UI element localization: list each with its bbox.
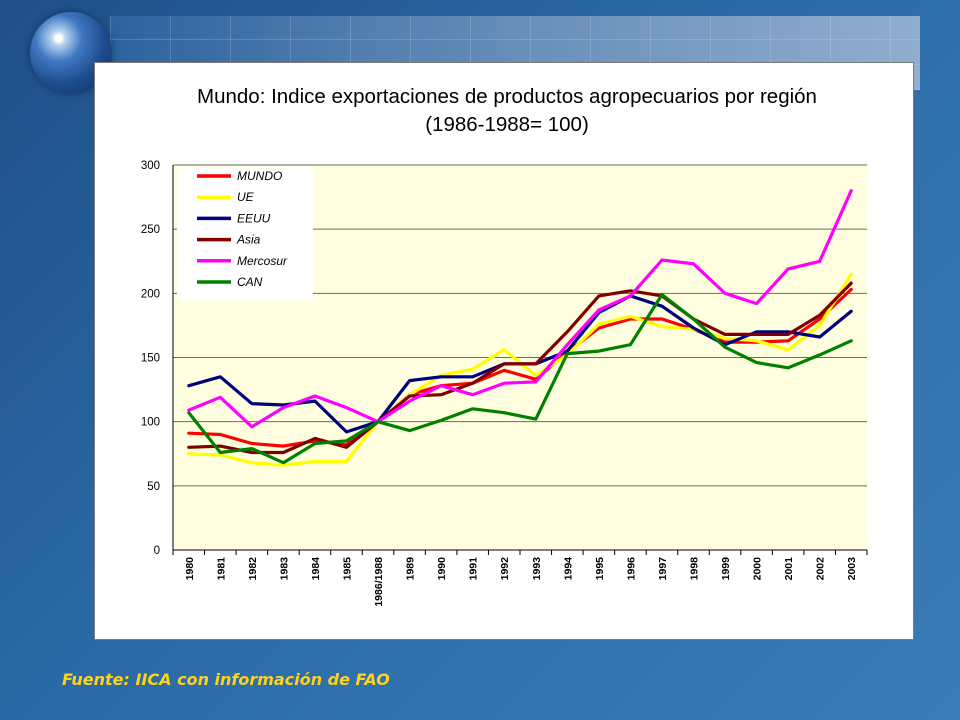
x-tick-label: 1999 (720, 557, 732, 581)
x-tick-label: 1985 (342, 557, 354, 581)
legend-box (177, 167, 313, 301)
y-tick-label: 50 (147, 481, 160, 493)
source-note: Fuente: IICA con información de FAO (62, 670, 390, 689)
series-line-asia (187, 281, 853, 455)
x-tick-label: 1983 (278, 557, 290, 581)
x-tick-label: 1982 (247, 557, 259, 581)
x-tick-label: 1997 (657, 557, 669, 581)
y-tick-label: 200 (141, 288, 160, 300)
x-tick-label: 1992 (499, 557, 511, 581)
legend-label: Mercosur (237, 254, 288, 268)
x-tick-label: 2002 (815, 557, 827, 581)
chart-panel: Mundo: Indice exportaciones de productos… (94, 62, 914, 640)
chart-svg: Mundo: Indice exportaciones de productos… (141, 85, 868, 607)
y-tick-label: 150 (141, 353, 160, 365)
legend-label: MUNDO (237, 169, 282, 183)
series-line-mundo (187, 287, 853, 448)
legend-label: CAN (237, 275, 263, 289)
plot-area: 0 50 100 150 200 250 300 1980 1981 1982 1983 1984 19… (141, 160, 868, 607)
x-tick-label: 2000 (752, 557, 764, 581)
x-tick-label: 1990 (436, 557, 448, 581)
x-tick-label: 2003 (846, 557, 858, 581)
legend-label: EEUU (237, 211, 271, 225)
x-tick-label: 1989 (405, 557, 417, 581)
y-tick-label: 250 (141, 224, 160, 236)
x-tick-label: 1991 (468, 557, 480, 581)
x-tick-label: 1995 (594, 557, 606, 581)
x-tick-label: 1994 (562, 557, 574, 581)
legend-label: Asia (236, 233, 261, 247)
x-tick-label: 2001 (783, 557, 795, 581)
legend-label: UE (237, 190, 255, 204)
x-tick-label: 1980 (184, 557, 196, 581)
series-line-mercosur (187, 189, 853, 429)
chart-title: Mundo: Indice exportaciones de productos… (197, 85, 817, 108)
x-tick-label: 1998 (689, 557, 701, 581)
x-tick-label: 1981 (215, 557, 227, 581)
x-tick-label: 1993 (531, 557, 543, 581)
y-tick-label: 0 (154, 545, 160, 557)
x-tick-label: 1996 (625, 557, 637, 581)
series-line-can (187, 293, 853, 465)
chart-subtitle: (1986-1988= 100) (425, 113, 589, 136)
x-tick-label: 1986/1988 (373, 557, 385, 607)
x-tick-label: 1984 (310, 557, 322, 581)
y-tick-label: 100 (141, 417, 160, 429)
y-tick-label: 300 (141, 160, 160, 172)
